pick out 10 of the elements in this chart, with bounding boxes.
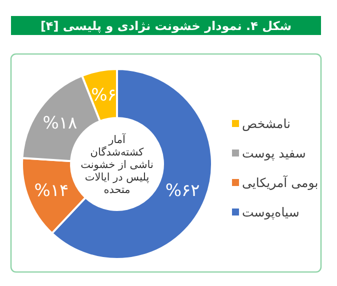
text: آمار کشته‌شدگان ناشی از خشونت پلیس در ایالات متحده: [80, 133, 154, 196]
legend-label: سیاه‌پوست: [242, 204, 300, 220]
chart-title: شکل ۴. نمودار خشونت نژادی و پلیسی [۴]: [40, 19, 292, 33]
data-label: %۱۸: [42, 114, 78, 134]
data-label: %۱۴: [34, 180, 69, 201]
legend-label: بومی آمریکایی: [242, 175, 318, 191]
legend-label: نامشخص: [242, 116, 291, 132]
data-label: %۶۲: [165, 180, 200, 201]
data-label: %۶: [91, 86, 116, 106]
legend-label: سفید پوست: [242, 146, 306, 162]
